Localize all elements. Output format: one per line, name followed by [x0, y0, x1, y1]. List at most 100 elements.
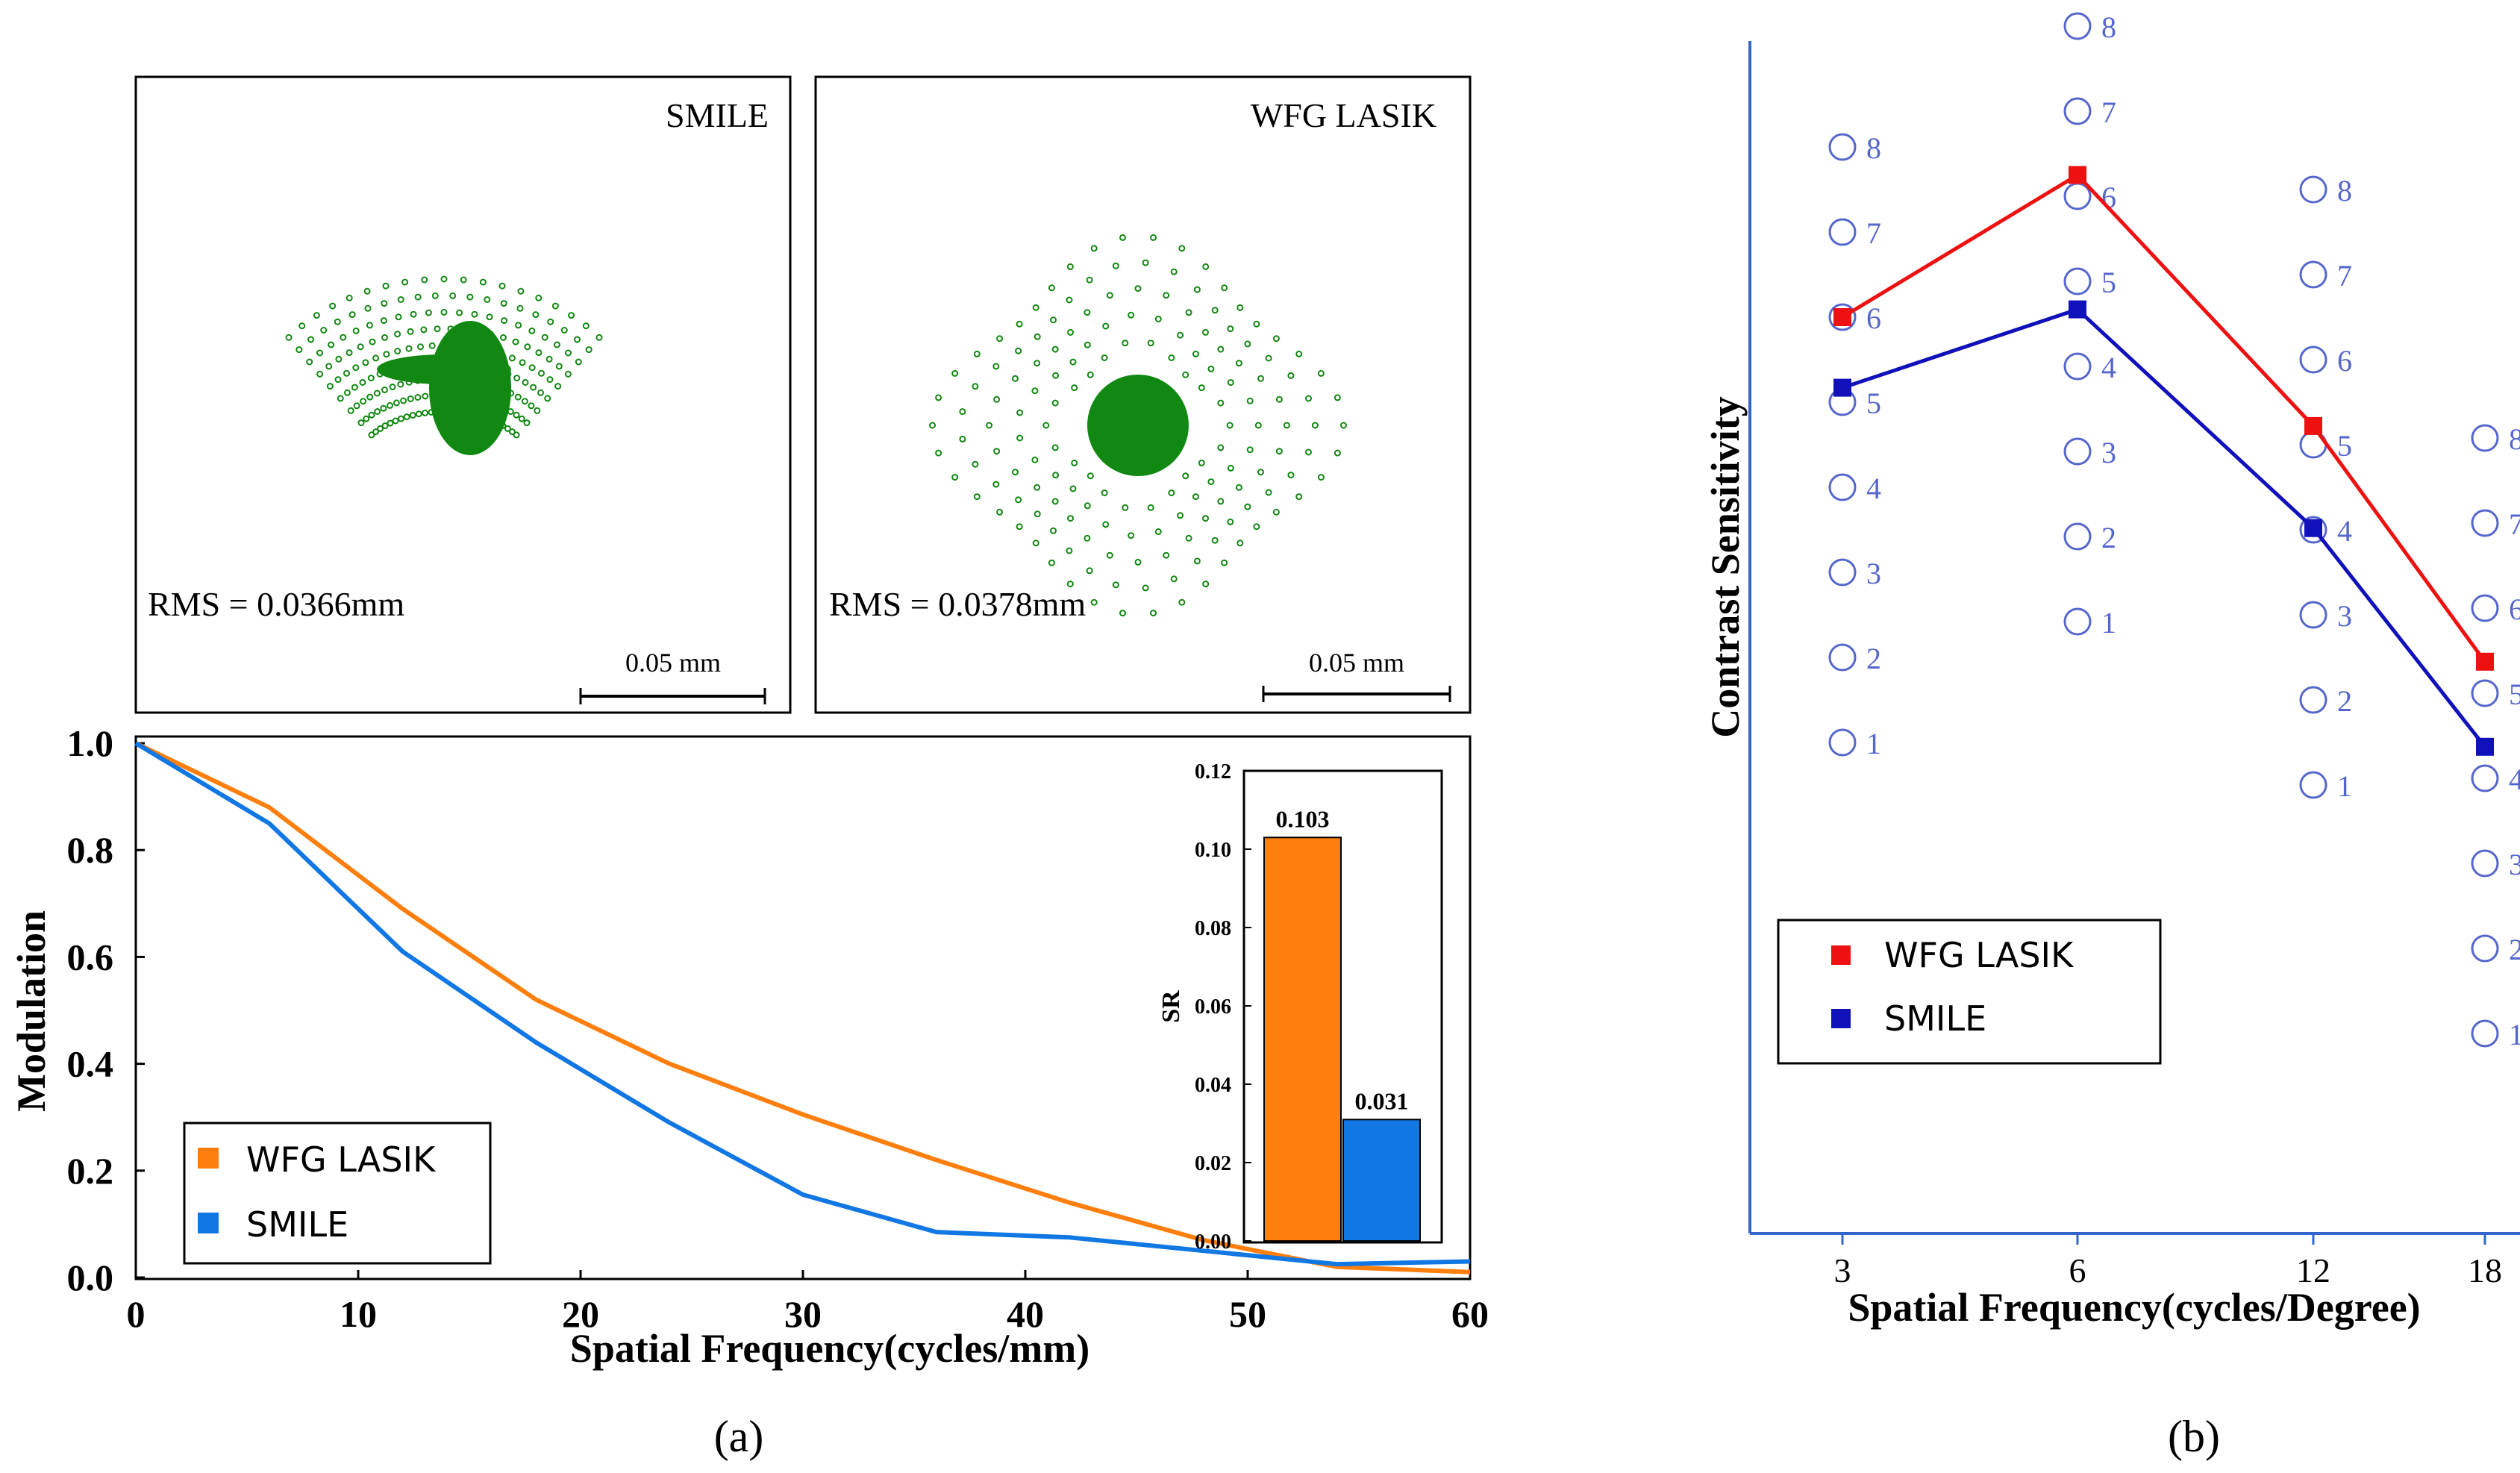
spot-dot	[535, 349, 543, 357]
spot-dot	[1287, 472, 1295, 479]
csf-chart-circle	[2299, 516, 2327, 544]
spot-dot	[1168, 490, 1175, 496]
csf-chart-level-label: 4	[2509, 763, 2520, 796]
sr-bar-wfg-lasik	[1263, 836, 1342, 1242]
csf-chart-circle	[2063, 12, 2092, 40]
spot-dot	[1050, 527, 1057, 534]
spot-dot	[1275, 395, 1283, 403]
csf-chart-circle	[2471, 679, 2499, 707]
spot-dot	[935, 394, 942, 401]
spot-dot	[1202, 581, 1210, 588]
spot-dot	[1087, 371, 1094, 378]
spot-dot	[366, 322, 373, 329]
spot-dot	[1034, 510, 1041, 518]
spot-dot	[1221, 284, 1228, 292]
spot-dot	[1227, 464, 1234, 472]
panel-label-a: (a)	[714, 1412, 764, 1461]
spot-dot	[352, 327, 360, 334]
spot-dot	[393, 399, 400, 407]
spot-dot	[1128, 532, 1135, 540]
spot-dot	[1112, 581, 1119, 589]
spot-dot	[1217, 345, 1225, 353]
spot-dot	[366, 393, 374, 401]
csf-x-tick-label: 18	[2468, 1251, 2502, 1289]
csf-chart-circle	[1828, 218, 1857, 246]
spot-dot	[1102, 322, 1110, 330]
spot-dot	[553, 341, 560, 348]
spot-dot	[335, 355, 343, 363]
spot-dot	[1168, 354, 1175, 361]
spot-dot	[387, 419, 394, 427]
sr-y-tick-label: 0.06	[1195, 995, 1231, 1019]
spot-dot	[1170, 575, 1178, 583]
spot-dot	[1147, 340, 1154, 347]
spot-dot	[929, 422, 936, 429]
mtf-x-tick-label: 60	[1451, 1293, 1489, 1335]
spot-dot	[972, 383, 979, 390]
spot-dot	[959, 408, 966, 416]
spot-dot	[1202, 515, 1209, 522]
spot-dot	[364, 304, 372, 312]
spot-dot	[380, 404, 387, 412]
spot-dot	[512, 338, 519, 345]
spot-dot	[1311, 422, 1319, 429]
csf-chart-circle	[2471, 1019, 2499, 1048]
csf-chart-level-label: 8	[2337, 174, 2352, 207]
csf-chart-circle	[1828, 728, 1857, 757]
spot-dot	[1265, 489, 1272, 496]
spot-dot	[1069, 485, 1077, 492]
spot-dot	[1202, 328, 1209, 336]
csf-chart-circle	[2299, 601, 2327, 629]
spot-dot	[1221, 559, 1228, 566]
spot-dot	[1178, 598, 1186, 606]
spot-dot	[346, 349, 353, 357]
spot-dot	[1016, 523, 1023, 531]
spot-dot	[1069, 358, 1077, 366]
spot-dot	[1182, 371, 1189, 378]
csf-legend-swatch-smile	[1831, 1009, 1851, 1028]
csf-legend-box	[1777, 919, 2162, 1065]
spot-dot	[344, 389, 351, 396]
spot-dot	[1236, 304, 1244, 311]
spot-dot	[1265, 354, 1272, 362]
mtf-x-axis-label: Spatial Frequency(cycles/mm)	[570, 1326, 1089, 1371]
spot-dot	[1042, 422, 1050, 429]
spot-dot	[1177, 331, 1184, 339]
spot-dot	[1067, 328, 1074, 336]
spot-dot	[431, 292, 439, 299]
spot-dot	[357, 419, 365, 427]
csf-chart-level-label: 4	[2337, 514, 2352, 548]
legend-swatch-wfg	[198, 1148, 219, 1169]
sr-y-tick-label: 0.04	[1195, 1074, 1231, 1097]
spot-dot	[1012, 469, 1019, 476]
csf-chart-circle	[1828, 303, 1857, 331]
spot-dot	[351, 384, 358, 391]
spot-dot	[1257, 469, 1264, 476]
spot-dot	[1034, 333, 1041, 340]
spot-dot	[374, 408, 381, 415]
csf-chart-level-label: 2	[2101, 521, 2116, 554]
spot-dot	[380, 317, 387, 325]
spot-dot	[508, 354, 516, 362]
spot-dot	[1211, 307, 1219, 314]
mtf-x-tick-label: 30	[784, 1293, 822, 1335]
csf-chart-circle	[2299, 260, 2327, 289]
csf-chart-level-label: 2	[2509, 933, 2520, 966]
spot-dot	[992, 481, 1000, 488]
spot-dot	[368, 411, 375, 419]
spot-dot	[1101, 490, 1108, 496]
spot-dot	[1227, 518, 1234, 525]
spot-dot	[1142, 584, 1149, 592]
csf-chart-circle	[1828, 643, 1857, 672]
spot-dot	[1226, 422, 1234, 429]
spot-dot	[381, 334, 388, 341]
csf-marker-wfg-lasik	[2476, 652, 2494, 671]
spot-dot	[1305, 395, 1312, 402]
csf-chart-circle	[2063, 97, 2092, 125]
csf-chart-circle	[2299, 345, 2327, 374]
spot-dot	[522, 379, 529, 386]
spot-dot	[1016, 320, 1023, 328]
spot-dot	[1253, 320, 1260, 328]
spot-dot	[1084, 309, 1091, 316]
mtf-x-tick-label: 40	[1007, 1293, 1044, 1335]
